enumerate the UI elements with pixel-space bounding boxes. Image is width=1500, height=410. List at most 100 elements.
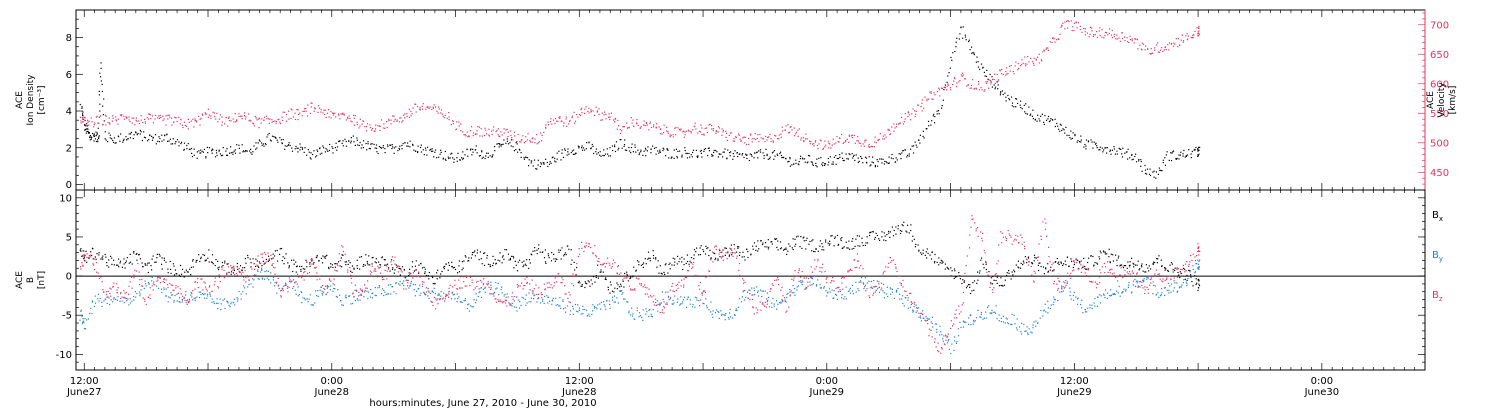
velocity-point [483, 134, 486, 137]
velocity-point [989, 79, 991, 81]
b-bx-point [1093, 264, 1095, 266]
b-bx-point [717, 259, 719, 261]
velocity-point [167, 118, 169, 120]
velocity-point [726, 139, 729, 141]
b-by-point [600, 301, 602, 303]
b-bx-point [685, 262, 687, 264]
b-by-point [989, 312, 991, 314]
density-point [88, 132, 90, 134]
velocity-point [358, 127, 360, 129]
density-point [1183, 149, 1185, 152]
velocity-point [87, 119, 89, 121]
density-point [94, 138, 97, 140]
velocity-point [885, 136, 887, 138]
b-by-point [738, 298, 741, 300]
b-by-point [495, 282, 497, 284]
velocity-point [609, 118, 611, 121]
b-bx-point [1156, 262, 1158, 264]
b-by-point [1059, 291, 1061, 293]
density-point [255, 142, 257, 144]
velocity-point [1017, 63, 1019, 65]
velocity-point [291, 109, 293, 111]
b-by-point [90, 307, 92, 310]
velocity-point [438, 106, 440, 108]
density-point [96, 132, 98, 134]
density-point [139, 133, 141, 135]
velocity-point [1193, 34, 1195, 36]
velocity-point [795, 131, 797, 133]
velocity-point [1180, 39, 1182, 41]
b-by-point [353, 296, 355, 298]
b-bx-point [926, 257, 928, 259]
density-point [658, 152, 660, 154]
b-bx-point [719, 256, 721, 258]
b-by-point [703, 290, 705, 292]
velocity-point [661, 133, 663, 135]
density-point [238, 144, 240, 146]
velocity-point [650, 126, 653, 129]
density-point [481, 150, 483, 152]
b-by-point [385, 294, 387, 296]
velocity-point [1127, 41, 1129, 43]
velocity-point [366, 123, 369, 125]
b-bx-point [218, 266, 220, 268]
velocity-point [324, 109, 326, 111]
density-point [665, 155, 667, 157]
density-point [452, 157, 454, 159]
velocity-point [932, 98, 934, 100]
b-bx-point [664, 264, 666, 266]
b-by-point [851, 284, 854, 286]
b-by-point [83, 320, 85, 322]
density-point [417, 151, 419, 154]
density-point [552, 156, 554, 158]
velocity-point [800, 139, 802, 141]
b-bx-point [757, 240, 759, 242]
b-by-point [438, 294, 440, 296]
density-point [822, 165, 824, 167]
b-bx-point [1144, 271, 1146, 273]
density-point [371, 143, 373, 145]
density-point [148, 139, 150, 141]
b-by-point [887, 295, 889, 298]
density-point [537, 164, 539, 166]
b-bx-point [901, 224, 903, 226]
density-point [95, 131, 97, 133]
b-by-point [901, 298, 903, 300]
b-bx-point [774, 238, 776, 240]
density-point [899, 153, 902, 155]
velocity-point [1167, 44, 1169, 46]
b-by-point [925, 316, 927, 318]
b-bx-point [764, 246, 766, 248]
velocity-point [659, 128, 662, 131]
density-point [591, 143, 593, 146]
density-point [795, 162, 797, 164]
b-bx-point [936, 261, 938, 263]
density-point [350, 142, 352, 144]
velocity-point [556, 120, 558, 122]
velocity-point [588, 112, 590, 114]
b-bx-point [150, 265, 152, 267]
density-point [707, 147, 709, 149]
velocity-point [1106, 32, 1108, 34]
b-bx-point [454, 268, 457, 271]
b-bx-point [687, 260, 689, 263]
b-by-point [169, 297, 171, 299]
density-point [631, 143, 633, 145]
density-point [944, 84, 946, 86]
velocity-point [891, 126, 893, 128]
density-point [938, 113, 940, 115]
velocity-point [805, 138, 807, 140]
b-bx-point [638, 264, 640, 266]
velocity-point [125, 116, 127, 118]
b-bx-point [1006, 275, 1008, 277]
b-by-point [995, 305, 997, 307]
velocity-point [91, 121, 93, 123]
velocity-point [440, 109, 443, 111]
b-by-point [912, 309, 914, 311]
b-by-point [756, 291, 759, 294]
b-by-point [606, 299, 608, 302]
velocity-point [415, 103, 417, 105]
b-by-point [733, 314, 736, 316]
velocity-point [802, 137, 804, 139]
velocity-point [111, 120, 113, 122]
